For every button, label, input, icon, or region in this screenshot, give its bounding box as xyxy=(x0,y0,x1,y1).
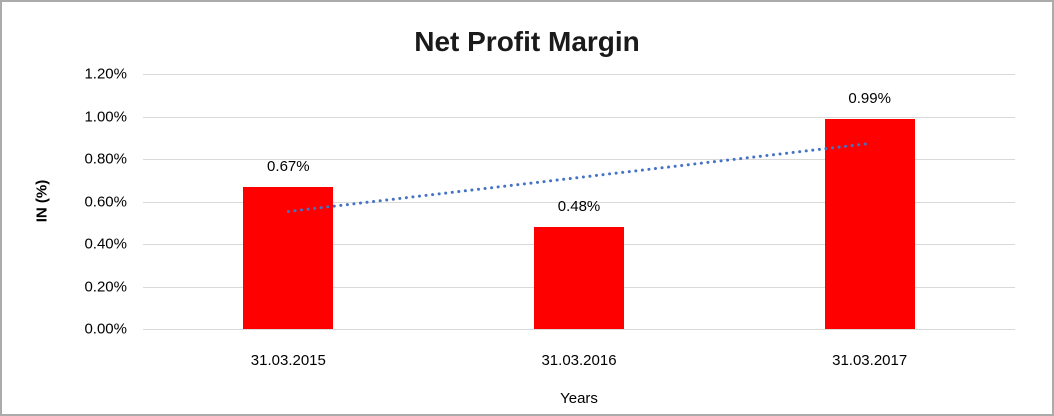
x-tick-label: 31.03.2017 xyxy=(832,352,908,369)
x-axis-title: Years xyxy=(560,390,598,407)
gridline-1.00% xyxy=(143,116,1015,118)
chart-title: Net Profit Margin xyxy=(414,26,640,57)
y-tick-label: 1.00% xyxy=(84,108,127,125)
bar-value-label: 0.99% xyxy=(848,89,891,107)
bar-31.03.2017[interactable] xyxy=(824,118,915,329)
y-tick-label: 0.40% xyxy=(84,235,127,253)
gridline-1.20% xyxy=(143,74,1015,75)
y-tick-label: 0.80% xyxy=(84,150,127,168)
y-tick-label: 0.20% xyxy=(84,278,127,295)
x-tick-label: 31.03.2015 xyxy=(250,352,326,369)
bar-value-label: 0.67% xyxy=(267,157,310,175)
bar-value-label: 0.48% xyxy=(557,198,601,215)
x-tick-label: 31.03.2016 xyxy=(541,352,617,369)
bar-31.03.2015[interactable] xyxy=(243,186,334,329)
y-tick-label: 0.60% xyxy=(84,193,127,210)
y-tick-label: 1.20% xyxy=(84,65,127,83)
y-tick-label: 0.00% xyxy=(84,320,127,338)
bar-31.03.2016[interactable] xyxy=(534,227,624,329)
y-axis-title: IN (%) xyxy=(33,179,51,223)
gridline-0.00% xyxy=(143,329,1015,330)
